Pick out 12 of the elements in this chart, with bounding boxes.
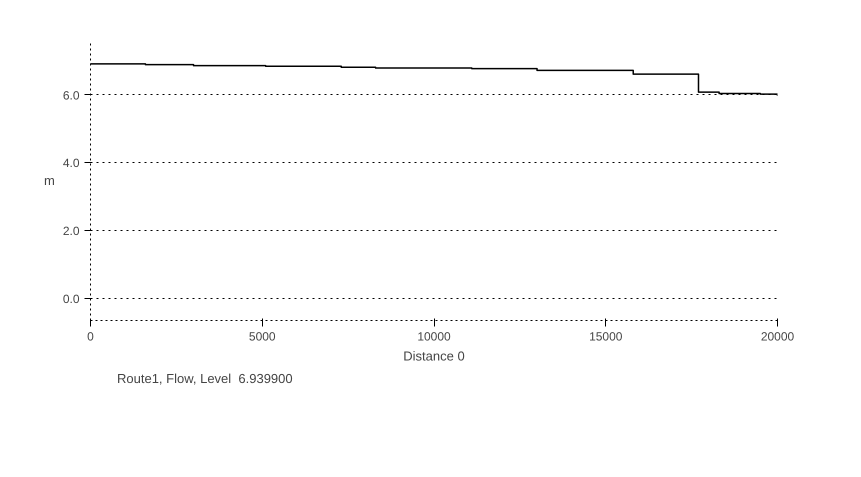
x-tick-label: 15000 bbox=[589, 330, 623, 344]
x-tick-label: 5000 bbox=[248, 330, 276, 344]
y-tick-label: 4.0 bbox=[62, 156, 80, 170]
text: Route1, Flow, Level 6.939900 bbox=[117, 370, 293, 386]
x-tick-label: 0 bbox=[87, 330, 94, 344]
x-axis-title: Distance 0 bbox=[403, 348, 465, 364]
x-tick-label: 20000 bbox=[760, 330, 795, 344]
y-axis-title: m bbox=[44, 173, 55, 188]
y-tick-label: 2.0 bbox=[62, 224, 80, 238]
x-tick-label: 10000 bbox=[417, 330, 452, 344]
y-tick-label: 6.0 bbox=[62, 88, 80, 102]
y-tick-label: 0.0 bbox=[62, 292, 80, 306]
